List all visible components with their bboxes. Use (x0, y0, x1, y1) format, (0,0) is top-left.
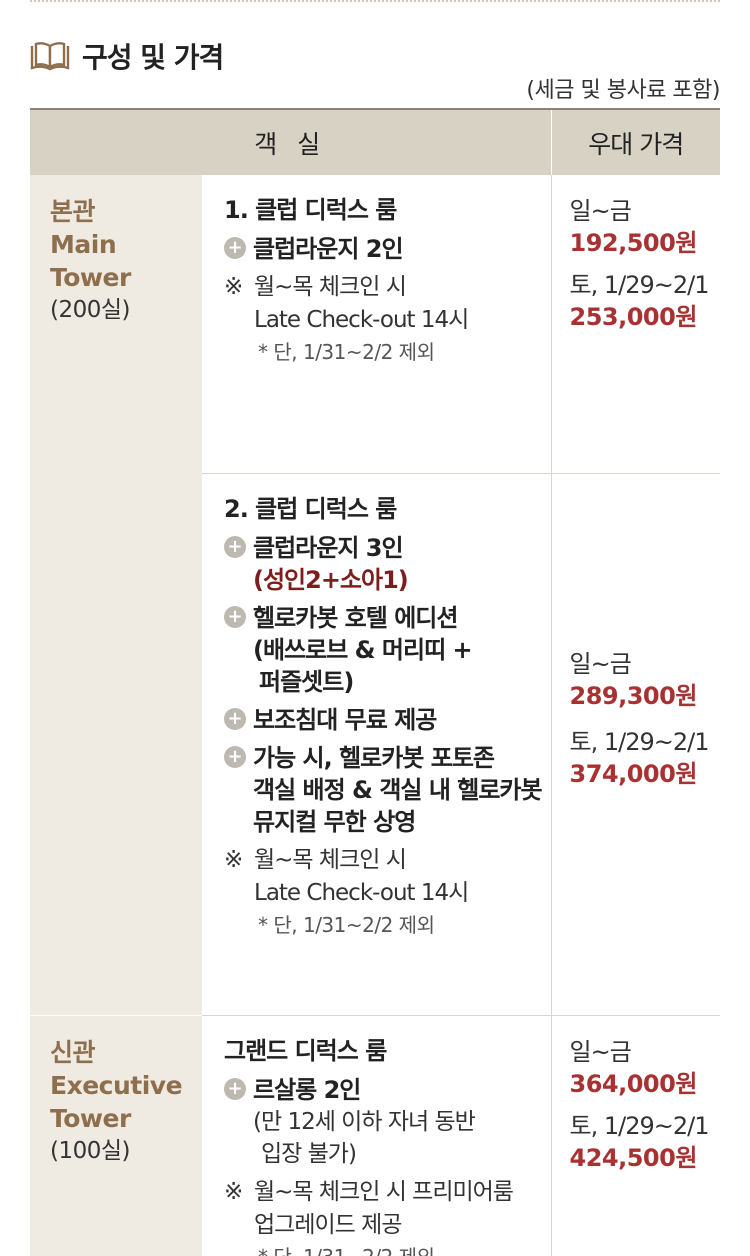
top-dotted-divider (30, 0, 720, 2)
section-header: 구성 및 가격 (30, 36, 224, 76)
benefit-sub: (성인2+소아1) (253, 565, 409, 594)
reference-mark: ※ (224, 1178, 243, 1205)
benefit-item: + 르살롱 2인 (만 12세 이하 자녀 동반 입장 불가) (224, 1074, 551, 1170)
package-grand-deluxe: 그랜드 디럭스 룸 + 르살롱 2인 (만 12세 이하 자녀 동반 입장 불가… (202, 1015, 552, 1256)
building-name-en: Tower (50, 263, 131, 292)
fine-print: * 단, 1/31~2/2 제외 (258, 912, 435, 937)
price-amount: 192,500원 (569, 229, 698, 257)
note-line: 월~목 체크인 시 프리미어룸 (254, 1178, 514, 1205)
building-main-tower: 본관 Main Tower (200실) (30, 175, 202, 1016)
fine-print: * 단, 1/31~2/2 제외 (258, 340, 435, 364)
note-line: 월~목 체크인 시 (254, 846, 407, 873)
price-day-label: 토, 1/29~2/1 (569, 271, 710, 299)
benefit-text: 클럽라운지 2인 (253, 235, 404, 263)
benefit-item: + 가능 시, 헬로카봇 포토존 객실 배정 & 객실 내 헬로카봇 뮤지컬 무… (224, 742, 551, 838)
room-count: (100실) (50, 1137, 131, 1164)
room-title: 그랜드 디럭스 룸 (224, 1036, 387, 1065)
price-day-label: 토, 1/29~2/1 (569, 1111, 710, 1140)
room-title: 1. 클럽 디럭스 룸 (224, 196, 397, 224)
price-cell: 일~금 364,000원 토, 1/29~2/1 424,500원 (551, 1015, 721, 1256)
benefit-text: 르살롱 2인 (253, 1075, 361, 1104)
building-name-en: Executive (50, 1070, 183, 1100)
tax-note: (세금 및 봉사료 포함) (526, 78, 720, 103)
header-price: 우대 가격 (551, 108, 721, 175)
price-amount: 364,000원 (569, 1069, 698, 1098)
fine-print: * 단, 1/31~2/2 제외 (224, 1242, 551, 1256)
note-line: 월~목 체크인 시 (254, 274, 407, 300)
table-row: 2. 클럽 디럭스 룸 + 클럽라운지 3인 (성인2+소아1) + 헬로카봇 … (30, 473, 721, 1016)
price-amount: 374,000원 (569, 759, 698, 788)
benefit-text: 보조침대 무료 제공 (253, 705, 437, 734)
note-line: 업그레이드 제공 (254, 1211, 402, 1238)
room-title: 2. 클럽 디럭스 룸 (224, 494, 397, 523)
building-name-en: Tower (50, 1103, 131, 1133)
price-day-label: 일~금 (569, 649, 632, 678)
note: ※ 월~목 체크인 시 Late Check-out 14시 (224, 271, 551, 337)
note-line: Late Check-out 14시 (254, 307, 469, 333)
table-row: 본관 Main Tower (200실) 1. 클럽 디럭스 룸 + 클럽라운지… (30, 175, 721, 1016)
section-title: 구성 및 가격 (82, 41, 224, 74)
building-name-ko: 본관 (50, 197, 96, 226)
note-line: Late Check-out 14시 (254, 879, 469, 906)
note: ※ 월~목 체크인 시 프리미어룸 업그레이드 제공 (224, 1176, 551, 1242)
benefit-sub: (배쓰로브 & 머리띠 + (253, 635, 473, 664)
price-cell: 일~금 192,500원 토, 1/29~2/1 253,000원 (551, 175, 721, 474)
benefit-text: 객실 배정 & 객실 내 헬로카봇 (253, 775, 543, 804)
benefit-text: 클럽라운지 3인 (253, 533, 404, 562)
price-day-label: 일~금 (569, 1037, 632, 1066)
room-count: (200실) (50, 297, 131, 323)
package-club-deluxe-2: 2. 클럽 디럭스 룸 + 클럽라운지 3인 (성인2+소아1) + 헬로카봇 … (202, 473, 552, 1016)
plus-icon: + (224, 745, 246, 768)
building-name-en: Main (50, 230, 117, 259)
reference-mark: ※ (224, 846, 243, 873)
price-day-label: 일~금 (569, 197, 632, 225)
book-icon (30, 42, 70, 71)
building-executive-tower: 신관 Executive Tower (100실) (30, 1015, 202, 1256)
table-row: 신관 Executive Tower (100실) 그랜드 디럭스 룸 + 르살… (30, 1015, 721, 1256)
benefit-item: + 보조침대 무료 제공 (224, 704, 551, 736)
table-header-row: 객 실 우대 가격 (30, 108, 721, 175)
benefit-sub: 퍼즐셋트) (259, 667, 354, 696)
price-table: 객 실 우대 가격 본관 Main Tower (200실) 1. 클럽 디럭스… (30, 108, 721, 1256)
price-amount: 289,300원 (569, 681, 698, 710)
header-room: 객 실 (30, 108, 552, 175)
plus-icon: + (224, 237, 246, 259)
price-day-label: 토, 1/29~2/1 (569, 727, 710, 756)
plus-icon: + (224, 1077, 246, 1100)
note: ※ 월~목 체크인 시 Late Check-out 14시 (224, 844, 551, 910)
plus-icon: + (224, 535, 246, 558)
benefit-text: 헬로카봇 호텔 에디션 (253, 603, 458, 632)
benefit-text: 뮤지컬 무한 상영 (253, 807, 416, 836)
benefit-text: 가능 시, 헬로카봇 포토존 (253, 743, 495, 772)
benefit-item: + 헬로카봇 호텔 에디션 (배쓰로브 & 머리띠 + 퍼즐셋트) (224, 602, 551, 698)
building-name-ko: 신관 (50, 1037, 96, 1067)
plus-icon: + (224, 707, 246, 730)
benefit-item: + 클럽라운지 2인 (224, 233, 551, 265)
benefit-sub: 입장 불가) (261, 1140, 357, 1167)
benefit-sub: (만 12세 이하 자녀 동반 (253, 1108, 476, 1135)
price-amount: 253,000원 (569, 303, 698, 331)
package-club-deluxe-1: 1. 클럽 디럭스 룸 + 클럽라운지 2인 ※ 월~목 체크인 시 Late … (202, 175, 552, 474)
reference-mark: ※ (224, 274, 243, 300)
plus-icon: + (224, 605, 246, 628)
price-cell: 일~금 289,300원 토, 1/29~2/1 374,000원 (551, 473, 721, 1016)
price-amount: 424,500원 (569, 1143, 698, 1172)
benefit-item: + 클럽라운지 3인 (성인2+소아1) (224, 532, 551, 596)
